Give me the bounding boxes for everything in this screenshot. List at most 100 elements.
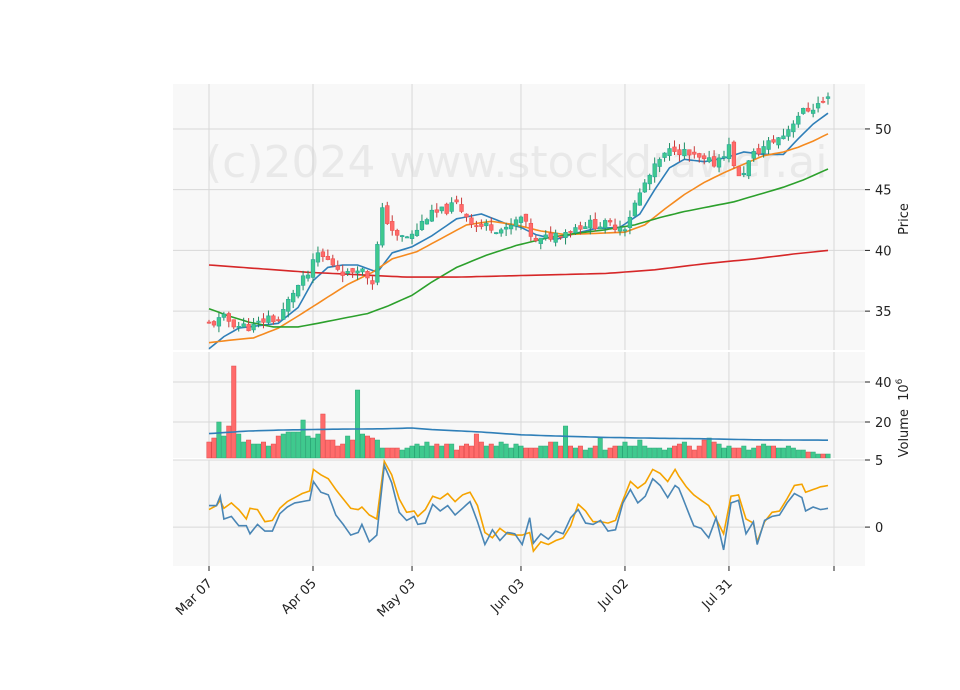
volume-bar <box>746 449 752 459</box>
candle-body <box>751 151 756 159</box>
candle-body <box>469 217 474 225</box>
candle-body <box>786 129 791 137</box>
candle-body <box>330 258 335 266</box>
volume-bar <box>548 441 554 459</box>
candle-body <box>236 325 241 328</box>
candle-body <box>632 202 638 217</box>
volume-bar <box>622 441 628 459</box>
volume-bars <box>206 365 831 459</box>
candle-body <box>494 232 499 235</box>
candle-body <box>355 270 360 274</box>
candle-body <box>791 123 796 133</box>
volume-bar <box>265 445 271 459</box>
candle-body <box>607 220 613 223</box>
candle-body <box>588 219 593 229</box>
candle-body <box>776 137 781 146</box>
oscillator-line-osc_signal <box>208 458 829 554</box>
candle-body <box>746 160 751 177</box>
x-tick-label: Apr 05 <box>279 576 320 617</box>
volume-bar <box>637 439 643 459</box>
candle-body <box>276 319 281 322</box>
candle-body <box>246 324 251 332</box>
volume-bar <box>756 445 762 459</box>
candle-body <box>454 199 459 203</box>
volume-bar <box>736 447 742 459</box>
candle-body <box>711 156 717 167</box>
volume-bar <box>538 445 544 459</box>
candle-body <box>558 235 563 238</box>
candle-body <box>315 252 321 263</box>
oscillator-ytick-label: 5 <box>875 454 883 469</box>
candle-body <box>528 223 534 237</box>
candle-body <box>335 265 340 270</box>
volume-bar <box>414 443 420 459</box>
volume-bar <box>315 433 321 459</box>
candle-body <box>603 220 608 229</box>
candle-body <box>731 141 737 167</box>
candle-body <box>548 232 553 240</box>
volume-bar <box>478 441 484 459</box>
candle-body <box>662 152 667 158</box>
volume-bar <box>260 441 266 459</box>
volume-bar <box>374 439 380 459</box>
volume-bar <box>672 445 677 459</box>
candle-body <box>271 315 276 323</box>
candle-body <box>766 140 771 150</box>
volume-bar <box>686 445 692 459</box>
volume-bar <box>330 439 336 459</box>
candle-body <box>721 156 727 159</box>
volume-bar <box>805 451 811 459</box>
candle-body <box>508 224 514 230</box>
volume-bar <box>246 439 252 459</box>
candle-body <box>672 146 677 152</box>
volume-bar <box>379 447 385 459</box>
candle-body <box>226 313 231 322</box>
candle-body <box>726 144 732 159</box>
candle-body <box>652 163 657 178</box>
volume-bar <box>667 447 673 459</box>
volume-bar <box>459 445 465 459</box>
candle-body <box>796 115 801 125</box>
x-axis-ticks: Mar 07 Apr 05 May 03 Jun 03 Jul 02 Jul 31 <box>173 566 835 620</box>
volume-bar <box>825 453 831 459</box>
price-y-ticks: 35 40 45 50 <box>865 123 892 320</box>
candle-body <box>429 209 434 222</box>
volume-bar <box>706 437 712 459</box>
candle-body <box>771 139 776 143</box>
candle-body <box>617 227 623 232</box>
candle-body <box>434 209 439 213</box>
volume-bar <box>597 437 603 459</box>
candle-body <box>216 317 222 327</box>
candle-body <box>741 173 746 175</box>
volume-bar <box>701 439 707 459</box>
price-panel: (c)2024 www.stockdrawer.ai 35 40 45 50 Pric… <box>173 84 912 350</box>
candle-body <box>345 271 350 274</box>
volume-bar <box>295 431 301 459</box>
volume-bar <box>587 447 593 459</box>
candle-body <box>365 271 370 279</box>
candle-body <box>261 318 266 323</box>
candle-body <box>489 224 494 231</box>
candle-body <box>484 222 489 227</box>
candle-body <box>360 268 365 273</box>
candle-body <box>399 235 405 238</box>
candle-body <box>310 259 316 278</box>
volume-gridlines <box>173 352 865 458</box>
candle-body <box>538 237 543 244</box>
volume-bar <box>647 447 653 459</box>
candle-body <box>380 207 385 246</box>
volume-bar <box>696 445 702 459</box>
price-ytick-label: 50 <box>875 123 892 138</box>
volume-bar <box>285 431 291 459</box>
volume-bar <box>533 447 539 459</box>
volume-bar <box>206 441 212 459</box>
candle-body <box>706 157 712 162</box>
volume-bar <box>790 447 796 459</box>
volume-bar <box>241 441 247 459</box>
candle-body <box>291 292 296 303</box>
candle-body <box>825 96 831 99</box>
volume-bar <box>404 447 410 459</box>
volume-bar <box>419 445 425 459</box>
candle-body <box>622 229 628 232</box>
